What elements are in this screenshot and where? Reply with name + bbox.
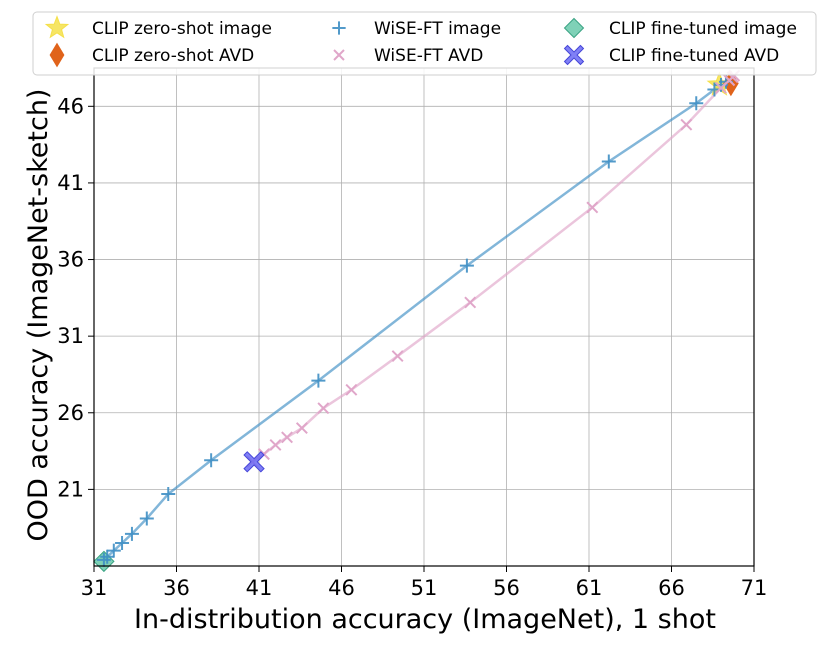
- y-tick-label: 31: [57, 324, 84, 348]
- legend-marker: [333, 49, 345, 61]
- data-point: [100, 549, 115, 564]
- data-point: [243, 451, 265, 473]
- data-point: [459, 258, 474, 273]
- legend-marker: [563, 44, 585, 66]
- data-point: [269, 438, 282, 451]
- x-axis-ticks: 31 36 41 46 51 56 61 66 71: [81, 566, 768, 600]
- series-line: [103, 80, 727, 561]
- data-point: [161, 486, 176, 501]
- x-tick-label: 41: [246, 576, 273, 600]
- data-point: [391, 350, 404, 363]
- legend-box: [32, 11, 817, 76]
- x-tick-label: 56: [493, 576, 520, 600]
- grid: [93, 68, 755, 566]
- y-tick-label: 26: [57, 401, 84, 425]
- data-point: [295, 422, 308, 435]
- data-point: [689, 96, 704, 111]
- data-point: [345, 383, 358, 396]
- legend-label: CLIP fine-tuned image: [609, 19, 797, 39]
- legend-marker: [49, 42, 65, 68]
- legend-label: CLIP fine-tuned AVD: [609, 46, 779, 66]
- data-point: [106, 543, 121, 558]
- legend-label: CLIP zero-shot AVD: [92, 46, 254, 66]
- x-tick-label: 61: [576, 576, 603, 600]
- data-point: [464, 296, 477, 309]
- x-tick-label: 71: [741, 576, 768, 600]
- series-line: [251, 74, 736, 463]
- legend: CLIP zero-shot image WiSE-FT image CLIP fi…: [32, 11, 817, 76]
- x-axis-label: In-distribution accuracy (ImageNet), 1 s…: [134, 604, 716, 635]
- x-tick-label: 31: [81, 576, 108, 600]
- data-point: [124, 526, 139, 541]
- y-tick-label: 46: [57, 94, 84, 118]
- y-tick-label: 41: [57, 171, 84, 195]
- x-tick-label: 46: [328, 576, 355, 600]
- data-point: [680, 118, 693, 131]
- legend-marker: [563, 17, 585, 39]
- data-point: [139, 511, 154, 526]
- legend-label: WiSE-FT image: [374, 19, 501, 39]
- data-point: [317, 402, 330, 415]
- data-point: [586, 201, 599, 214]
- data-point: [601, 154, 616, 169]
- x-tick-label: 66: [658, 576, 685, 600]
- legend-marker: [332, 21, 346, 35]
- x-tick-label: 36: [163, 576, 190, 600]
- y-tick-label: 21: [57, 477, 84, 501]
- legend-marker: [44, 15, 70, 39]
- data-point: [281, 431, 294, 444]
- y-axis-label: OOD accuracy (ImageNet-sketch): [23, 89, 54, 542]
- data-point: [311, 373, 326, 388]
- x-tick-label: 51: [411, 576, 438, 600]
- data-point: [115, 536, 130, 551]
- data-point: [204, 453, 219, 468]
- series-lines: [103, 74, 736, 561]
- y-axis-ticks: 21 26 31 36 41 46: [57, 94, 94, 501]
- data-point: [96, 552, 111, 567]
- legend-label: WiSE-FT AVD: [374, 46, 483, 66]
- y-tick-label: 36: [57, 248, 84, 272]
- legend-label: CLIP zero-shot image: [92, 19, 272, 39]
- series-marks: [93, 69, 741, 573]
